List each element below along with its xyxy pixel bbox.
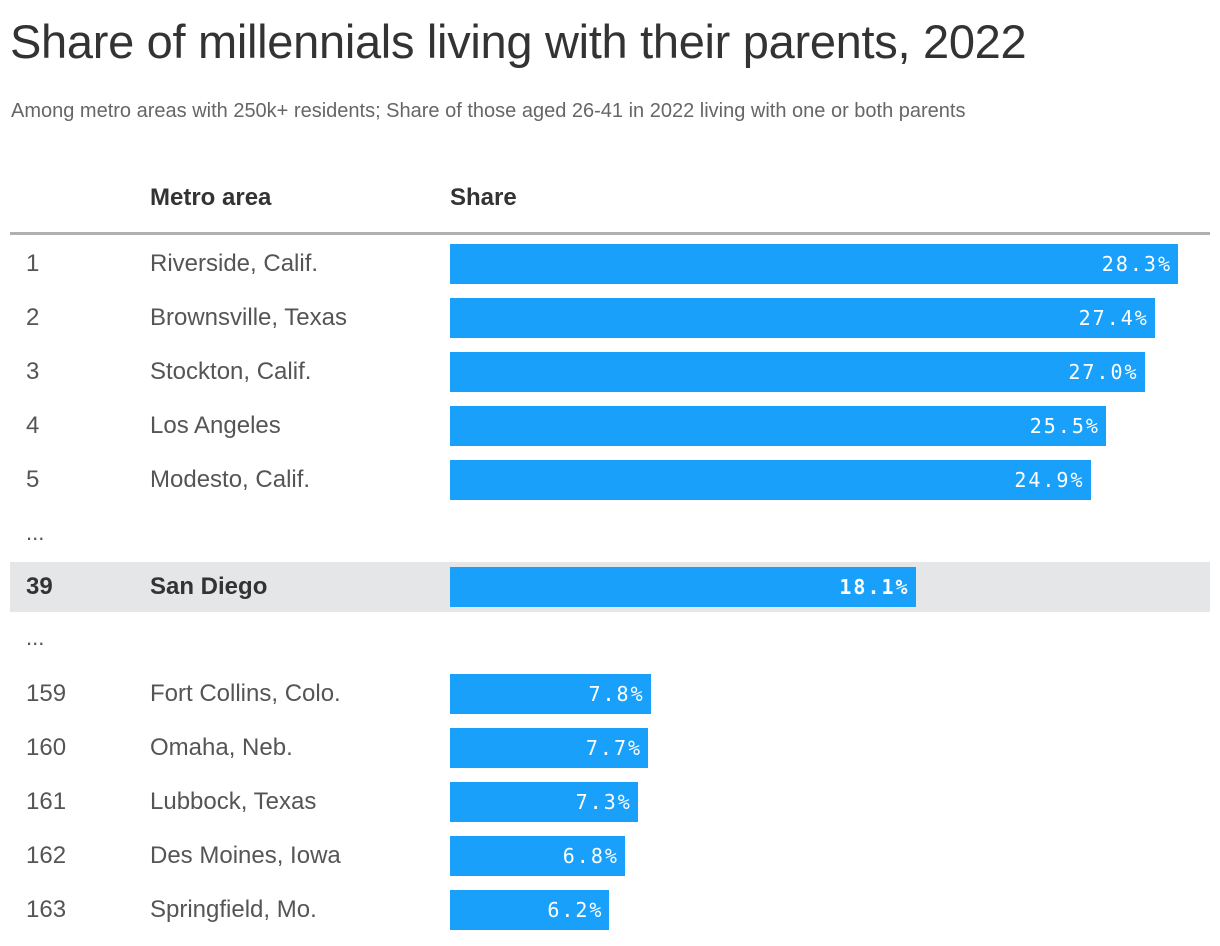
data-label: 28.3% — [1101, 252, 1172, 276]
table-row: 1 Riverside, Calif. 28.3% — [10, 239, 1210, 289]
chart-subtitle: Among metro areas with 250k+ residents; … — [11, 100, 966, 122]
bar: 27.0% — [450, 352, 1145, 392]
table-row: 163 Springfield, Mo. 6.2% — [10, 885, 1210, 935]
metro-name: Des Moines, Iowa — [150, 842, 341, 869]
rank: 159 — [26, 680, 67, 707]
rank: 2 — [26, 304, 40, 331]
rank: 163 — [26, 896, 67, 923]
metro-name: Los Angeles — [150, 412, 281, 439]
row-ellipsis: ... — [26, 625, 45, 650]
bar: 6.8% — [450, 836, 625, 876]
bar: 7.7% — [450, 728, 649, 768]
bar: 25.5% — [450, 406, 1106, 446]
rank: 39 — [26, 573, 53, 600]
rank: 3 — [26, 358, 40, 385]
data-label: 27.4% — [1078, 306, 1149, 330]
metro-name: Riverside, Calif. — [150, 250, 319, 277]
table-row: 39 San Diego 18.1% — [10, 562, 1210, 612]
data-label: 6.2% — [547, 898, 604, 922]
data-label: 27.0% — [1068, 360, 1139, 384]
rank: 162 — [26, 842, 67, 869]
table-row: 159 Fort Collins, Colo. 7.8% — [10, 669, 1210, 719]
table-row: 2 Brownsville, Texas 27.4% — [10, 293, 1210, 343]
bar: 7.3% — [450, 782, 638, 822]
chart-title: Share of millennials living with their p… — [10, 15, 1027, 68]
metro-name: Stockton, Calif. — [150, 358, 312, 385]
metro-name: San Diego — [150, 573, 268, 600]
metro-name: Omaha, Neb. — [150, 734, 293, 761]
data-label: 25.5% — [1029, 414, 1100, 438]
metro-name: Modesto, Calif. — [150, 466, 311, 493]
bar: 24.9% — [450, 460, 1091, 500]
bar: 6.2% — [450, 890, 610, 930]
table-row: 5 Modesto, Calif. 24.9% — [10, 455, 1210, 505]
bar: 18.1% — [450, 567, 916, 607]
table-row: 3 Stockton, Calif. 27.0% — [10, 347, 1210, 397]
row-ellipsis: ... — [26, 520, 45, 545]
table-row: 160 Omaha, Neb. 7.7% — [10, 723, 1210, 773]
table-row: 4 Los Angeles 25.5% — [10, 401, 1210, 451]
data-label: 24.9% — [1014, 468, 1085, 492]
rank: 161 — [26, 788, 67, 815]
metro-name: Fort Collins, Colo. — [150, 680, 341, 707]
header-share: Share — [450, 184, 517, 211]
data-label: 7.7% — [585, 736, 643, 760]
metro-name: Brownsville, Texas — [150, 304, 347, 331]
rank: 160 — [26, 734, 67, 761]
table-row: 161 Lubbock, Texas 7.3% — [10, 777, 1210, 827]
data-label: 7.3% — [575, 790, 632, 814]
table-row: 162 Des Moines, Iowa 6.8% — [10, 831, 1210, 881]
data-label: 7.8% — [588, 682, 645, 706]
data-label: 6.8% — [562, 844, 619, 868]
rank: 4 — [26, 412, 40, 439]
rank: 1 — [26, 250, 40, 277]
bar: 28.3% — [450, 244, 1178, 284]
metro-name: Lubbock, Texas — [150, 788, 317, 815]
data-label: 18.1% — [839, 575, 910, 599]
header-divider — [10, 232, 1210, 235]
rank: 5 — [26, 466, 40, 493]
header-metro-area: Metro area — [150, 184, 272, 211]
bar: 7.8% — [450, 674, 651, 714]
metro-name: Springfield, Mo. — [150, 896, 317, 923]
bar: 27.4% — [450, 298, 1155, 338]
